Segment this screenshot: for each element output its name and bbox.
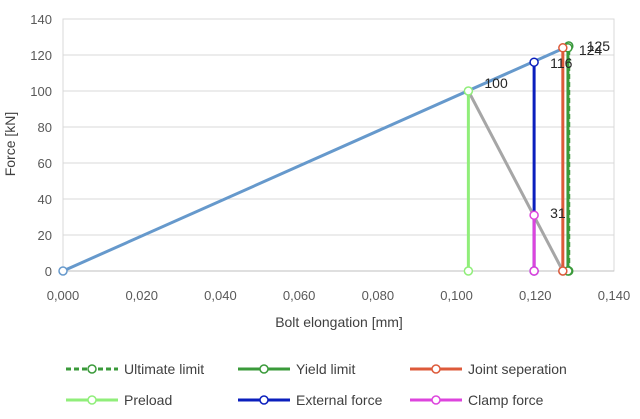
legend-item-yield-limit: Yield limit <box>238 361 355 377</box>
x-tick-label: 0,000 <box>47 288 80 303</box>
x-tick-label: 0,020 <box>125 288 158 303</box>
legend-label: Ultimate limit <box>124 361 204 377</box>
y-tick-label: 100 <box>30 84 52 99</box>
data-label: 100 <box>484 75 508 91</box>
legend-marker <box>259 364 269 374</box>
x-tick-label: 0,060 <box>283 288 316 303</box>
grid-layer <box>62 18 615 272</box>
legend: Ultimate limit Yield limit Joint seperatio… <box>66 361 567 408</box>
x-tick-label: 0,080 <box>362 288 395 303</box>
y-tick-label: 80 <box>38 120 52 135</box>
legend-marker <box>431 395 441 405</box>
legend-marker <box>259 395 269 405</box>
y-tick-label: 0 <box>45 264 52 279</box>
legend-label: Preload <box>124 392 172 408</box>
bolt-load-origin-point <box>58 266 68 276</box>
joint-seperation-point <box>558 266 568 276</box>
data-label: 116 <box>550 55 573 71</box>
legend-item-clamp-force: Clamp force <box>410 392 544 408</box>
legend-item-preload: Preload <box>66 392 172 408</box>
joint-seperation-point <box>558 43 568 53</box>
y-tick-label: 20 <box>38 228 52 243</box>
preload-point <box>463 86 474 96</box>
legend-marker <box>87 395 97 405</box>
legend-marker <box>431 364 441 374</box>
legend-label: Clamp force <box>468 392 544 408</box>
y-tick-label: 60 <box>38 156 52 171</box>
x-tick-label: 0,120 <box>519 288 552 303</box>
x-axis-title: Bolt elongation [mm] <box>275 314 403 330</box>
legend-item-external-force: External force <box>238 392 383 408</box>
axes-layer: Bolt elongation [mm] Force [kN] 0 20 40 60 8… <box>2 12 630 330</box>
data-label: 124 <box>579 42 603 58</box>
bolt-load-line <box>62 44 570 273</box>
y-tick-label: 40 <box>38 192 52 207</box>
joint-stiffness-line <box>467 90 565 272</box>
y-tick-label: 120 <box>30 48 52 63</box>
markers-layer <box>58 41 574 276</box>
data-label: 31 <box>550 205 566 221</box>
lines-layer <box>62 44 571 273</box>
external-force-point <box>529 57 539 67</box>
legend-label: External force <box>296 392 383 408</box>
y-tick-label: 140 <box>30 12 52 27</box>
preload-point <box>463 266 474 276</box>
legend-label: Joint seperation <box>468 361 567 377</box>
y-axis-title: Force [kN] <box>2 112 18 177</box>
legend-item-ultimate-limit: Ultimate limit <box>66 361 204 377</box>
data-label: 125 <box>587 38 611 54</box>
x-tick-label: 0,040 <box>204 288 237 303</box>
clamp-force-point <box>529 266 539 276</box>
clamp-force-point <box>529 210 539 220</box>
legend-marker <box>87 364 97 374</box>
legend-item-joint-seperation: Joint seperation <box>410 361 567 377</box>
x-tick-label: 0,100 <box>440 288 473 303</box>
x-tick-label: 0,140 <box>598 288 631 303</box>
legend-label: Yield limit <box>296 361 355 377</box>
